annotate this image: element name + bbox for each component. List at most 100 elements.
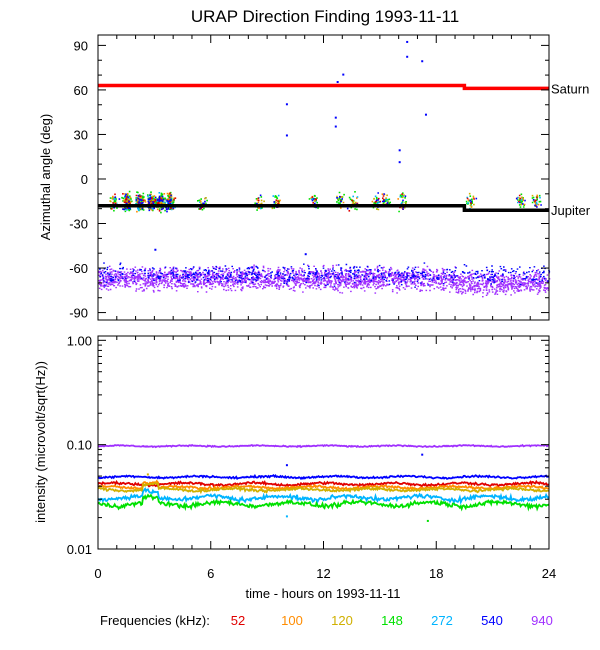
jupiter-cluster-points <box>122 193 131 211</box>
outlier-point <box>398 161 401 164</box>
jupiter-cluster-points <box>200 197 207 206</box>
series-line-940 <box>97 443 550 449</box>
y-tick-label: 1.00 <box>67 333 92 348</box>
jupiter-direction-line <box>98 203 549 212</box>
chart-title: URAP Direction Finding 1993-11-11 <box>191 7 459 26</box>
outlier-point <box>304 253 307 256</box>
jupiter-cluster-points <box>275 199 279 208</box>
outlier-point <box>285 103 288 106</box>
jupiter-cluster-points <box>199 200 206 209</box>
x-axis-label: time - hours on 1993-11-11 <box>246 586 401 601</box>
series-line-272 <box>97 486 550 505</box>
legend-item-940: 940 <box>531 613 553 628</box>
stray-point <box>421 453 424 456</box>
jupiter-cluster-points <box>256 194 262 207</box>
y-tick-label: 0.10 <box>67 438 92 453</box>
stray-point <box>426 519 429 522</box>
jupiter-cluster-points <box>519 197 526 206</box>
jupiter-cluster-points <box>348 199 359 212</box>
jupiter-cluster-points <box>122 193 131 210</box>
outlier-point <box>336 81 339 84</box>
jupiter-cluster-points <box>351 197 358 206</box>
jupiter-cluster-points <box>348 191 358 211</box>
jupiter-cluster-points <box>311 198 317 209</box>
legend-label: Frequencies (kHz): <box>100 613 210 628</box>
series-line-148 <box>97 493 550 512</box>
jupiter-label: Jupiter <box>551 203 591 218</box>
jupiter-cluster-points <box>374 197 382 203</box>
jupiter-cluster-points <box>466 197 475 212</box>
jupiter-cluster-points <box>336 197 345 209</box>
jupiter-cluster-points <box>382 193 389 204</box>
jupiter-cluster-points <box>469 197 478 212</box>
jupiter-cluster-points <box>397 198 406 209</box>
emission-940-scatter <box>98 264 551 298</box>
jupiter-cluster-points <box>465 195 475 212</box>
y-tick-label: 30 <box>74 127 88 142</box>
azimuth-y-axis-label: Azimuthal angle (deg) <box>38 114 53 240</box>
azimuth-ticks: 90 60 30 0 -30 -60 -90 <box>69 35 550 321</box>
series-line-540 <box>97 473 549 481</box>
jupiter-cluster-points <box>313 199 319 206</box>
y-tick-label: 0.01 <box>67 542 92 557</box>
jupiter-cluster-points <box>374 195 381 204</box>
jupiter-cluster-points <box>165 194 175 213</box>
legend-item-100: 100 <box>281 613 303 628</box>
y-tick-label: -30 <box>69 217 88 232</box>
jupiter-cluster-points <box>516 197 526 205</box>
jupiter-cluster-points <box>468 192 475 208</box>
intensity-data-layer <box>97 443 550 522</box>
outlier-point <box>406 55 409 58</box>
jupiter-cluster-points <box>401 194 407 206</box>
outlier-point <box>342 73 345 76</box>
jupiter-cluster-points <box>535 196 541 206</box>
jupiter-cluster-points <box>534 196 538 207</box>
series-line-120 <box>97 481 550 495</box>
intensity-panel: 1.00 0.10 0.010 6 12 18 24 intensity (microvol… <box>33 333 556 581</box>
x-tick-label: 18 <box>429 566 443 581</box>
saturn-label: Saturn <box>551 81 589 96</box>
legend-item-540: 540 <box>481 613 503 628</box>
jupiter-cluster-points <box>260 199 265 205</box>
outlier-point <box>406 40 409 43</box>
jupiter-cluster-points <box>109 197 117 204</box>
outlier-point <box>421 60 424 63</box>
jupiter-cluster-points <box>382 195 388 206</box>
jupiter-cluster-points <box>517 196 524 204</box>
jupiter-cluster-points <box>375 192 379 208</box>
jupiter-cluster-points <box>373 197 380 211</box>
jupiter-cluster-points <box>348 195 359 208</box>
intensity-ticks: 1.00 0.10 0.010 6 12 18 24 <box>67 333 557 581</box>
emission-540-scatter <box>99 262 551 288</box>
outlier-point <box>424 113 427 116</box>
jupiter-cluster-points <box>336 197 342 207</box>
y-tick-label: 90 <box>74 38 88 53</box>
saturn-direction-line <box>98 83 549 91</box>
stray-point <box>285 464 288 467</box>
legend-item-120: 120 <box>331 613 353 628</box>
x-tick-label: 0 <box>94 566 101 581</box>
x-tick-label: 12 <box>316 566 330 581</box>
y-tick-label: -60 <box>69 261 88 276</box>
series-line-52 <box>97 479 549 488</box>
outlier-point <box>334 116 337 119</box>
jupiter-cluster-points <box>256 199 262 210</box>
stray-point <box>146 473 149 476</box>
y-tick-label: 0 <box>81 172 88 187</box>
intensity-plot-frame <box>97 335 550 550</box>
azimuth-data-layer: Saturn Jupiter <box>98 40 591 298</box>
jupiter-cluster-points <box>531 194 539 206</box>
outlier-point <box>154 248 157 251</box>
outlier-point <box>285 134 288 137</box>
legend-item-148: 148 <box>381 613 403 628</box>
jupiter-cluster-points <box>311 196 317 204</box>
stray-point <box>285 515 288 518</box>
intensity-y-axis-label: intensity (microvolt/sqrt(Hz)) <box>33 361 48 523</box>
frequency-legend: Frequencies (kHz): 52 100 120 148 272 540 940 <box>100 613 553 628</box>
series-line-100 <box>97 479 550 492</box>
jupiter-cluster-points <box>336 195 343 203</box>
legend-item-272: 272 <box>431 613 453 628</box>
y-tick-label: 60 <box>74 83 88 98</box>
outlier-point <box>334 125 337 128</box>
